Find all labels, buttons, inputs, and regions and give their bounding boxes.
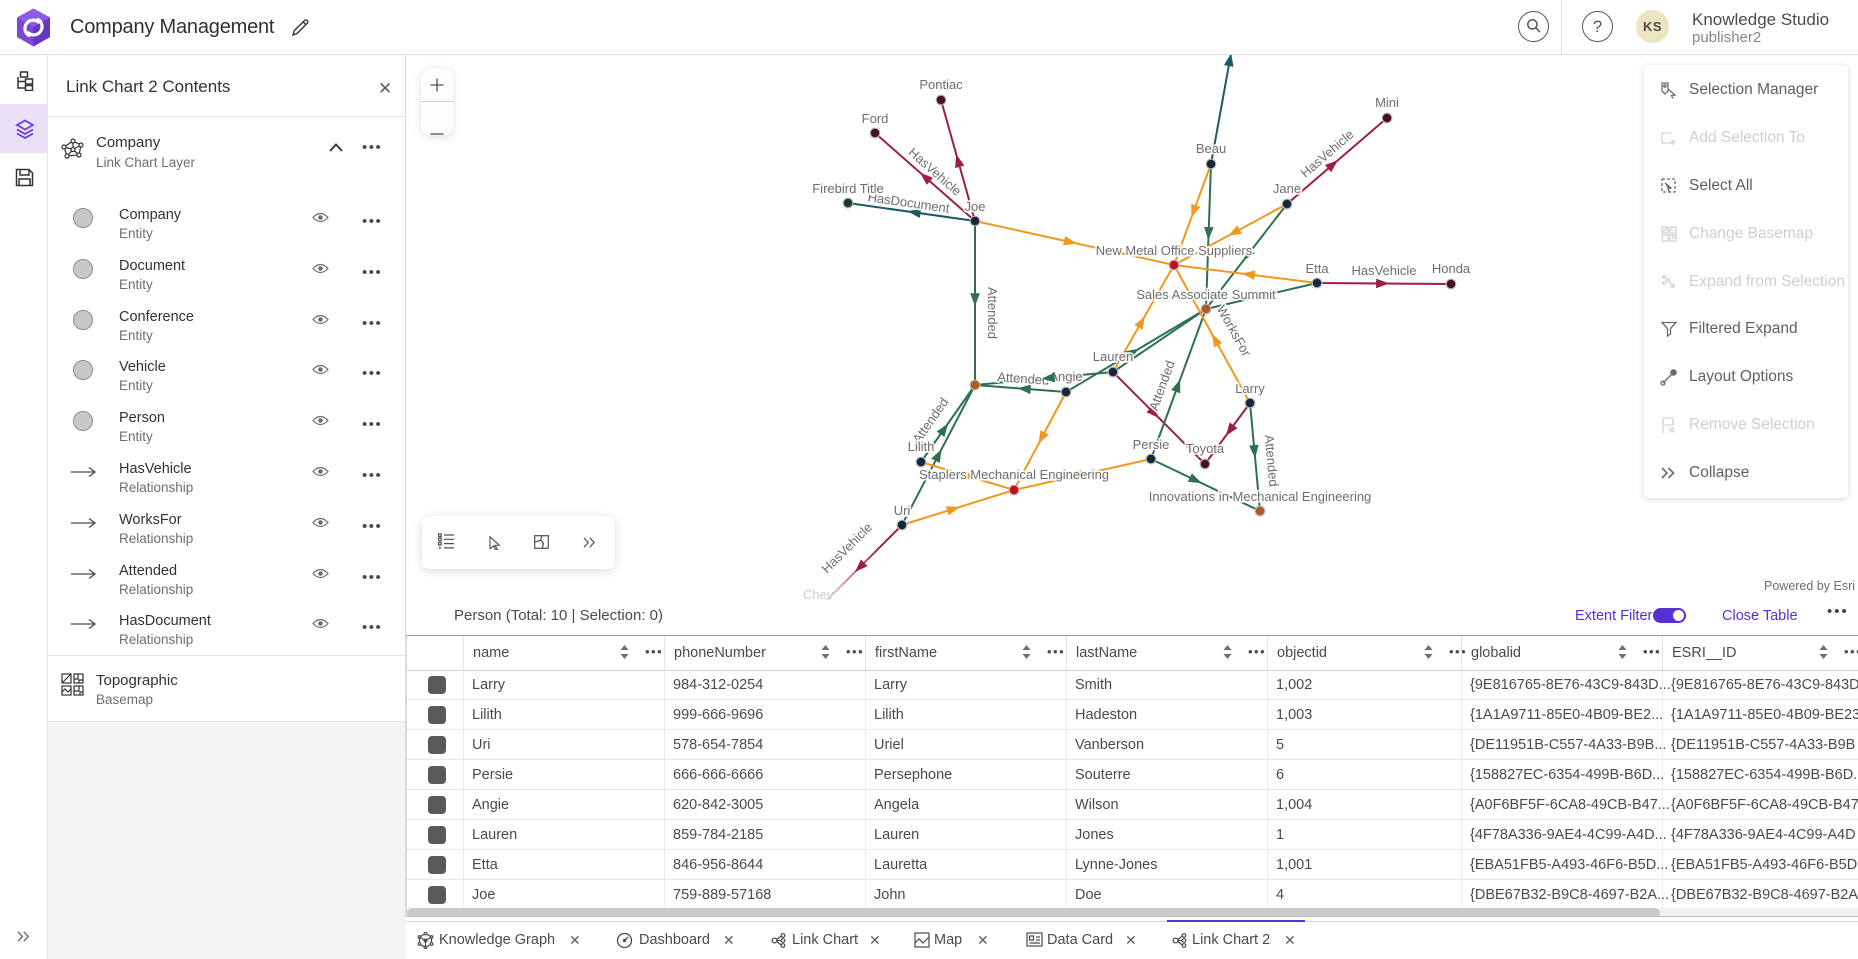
svg-text:Joe: Joe [965, 199, 986, 214]
svg-text:Persie: Persie [1133, 437, 1170, 452]
svg-text:Innovations in Mechanical Engi: Innovations in Mechanical Engineering [1149, 489, 1372, 504]
svg-text:Firebird Title: Firebird Title [812, 181, 884, 196]
svg-text:Etta: Etta [1305, 261, 1329, 276]
svg-text:Jane: Jane [1273, 181, 1301, 196]
svg-text:Beau: Beau [1196, 141, 1226, 156]
svg-text:Persie: Persie [1133, 437, 1170, 452]
svg-text:Etta: Etta [1305, 261, 1329, 276]
svg-text:Mini: Mini [1375, 95, 1399, 110]
svg-text:Toyota: Toyota [1186, 441, 1225, 456]
svg-text:Chev: Chev [803, 587, 834, 600]
svg-text:Beau: Beau [1196, 141, 1226, 156]
svg-text:Attended: Attended [1146, 358, 1178, 412]
svg-text:Lauren: Lauren [1093, 349, 1133, 364]
svg-text:Attended: Attended [985, 287, 1000, 339]
svg-text:Attended: Attended [1262, 434, 1282, 487]
svg-text:New Metal Office Suppliers: New Metal Office Suppliers [1096, 243, 1253, 258]
svg-text:Attended: Attended [985, 287, 1000, 339]
svg-text:Honda: Honda [1432, 261, 1471, 276]
svg-text:Attended: Attended [1262, 434, 1282, 487]
svg-text:Honda: Honda [1432, 261, 1471, 276]
svg-text:WorksFor: WorksFor [1214, 303, 1255, 360]
svg-text:Larry: Larry [1235, 381, 1265, 396]
svg-text:Attended: Attended [997, 369, 1050, 388]
svg-text:Jane: Jane [1273, 181, 1301, 196]
svg-text:Toyota: Toyota [1186, 441, 1225, 456]
svg-text:Lilith: Lilith [908, 439, 935, 454]
svg-text:Pontiac: Pontiac [919, 77, 963, 92]
svg-text:HasVehicle: HasVehicle [1298, 127, 1357, 181]
svg-text:HasVehicle: HasVehicle [1351, 263, 1416, 278]
svg-text:Uri: Uri [894, 503, 911, 518]
svg-text:Lauren: Lauren [1093, 349, 1133, 364]
svg-text:Ford: Ford [862, 111, 889, 126]
svg-text:Uri: Uri [894, 503, 911, 518]
svg-text:Firebird Title: Firebird Title [812, 181, 884, 196]
svg-text:Staplers Mechanical Engineerin: Staplers Mechanical Engineering [919, 467, 1109, 482]
svg-text:Sales Associate Summit: Sales Associate Summit [1136, 287, 1276, 302]
svg-text:Angie: Angie [1049, 369, 1082, 384]
svg-text:Innovations in Mechanical Engi: Innovations in Mechanical Engineering [1149, 489, 1372, 504]
svg-text:Lilith: Lilith [908, 439, 935, 454]
svg-text:Staplers Mechanical Engineerin: Staplers Mechanical Engineering [919, 467, 1109, 482]
svg-text:Angie: Angie [1049, 369, 1082, 384]
svg-text:New Metal Office Suppliers: New Metal Office Suppliers [1096, 243, 1253, 258]
svg-text:Pontiac: Pontiac [919, 77, 963, 92]
svg-text:Ford: Ford [862, 111, 889, 126]
svg-text:Attended: Attended [997, 369, 1050, 388]
svg-text:Mini: Mini [1375, 95, 1399, 110]
svg-text:HasVehicle: HasVehicle [819, 520, 876, 577]
svg-text:Larry: Larry [1235, 381, 1265, 396]
svg-text:Sales Associate Summit: Sales Associate Summit [1136, 287, 1276, 302]
svg-text:HasVehicle: HasVehicle [1351, 263, 1416, 278]
svg-text:Joe: Joe [965, 199, 986, 214]
